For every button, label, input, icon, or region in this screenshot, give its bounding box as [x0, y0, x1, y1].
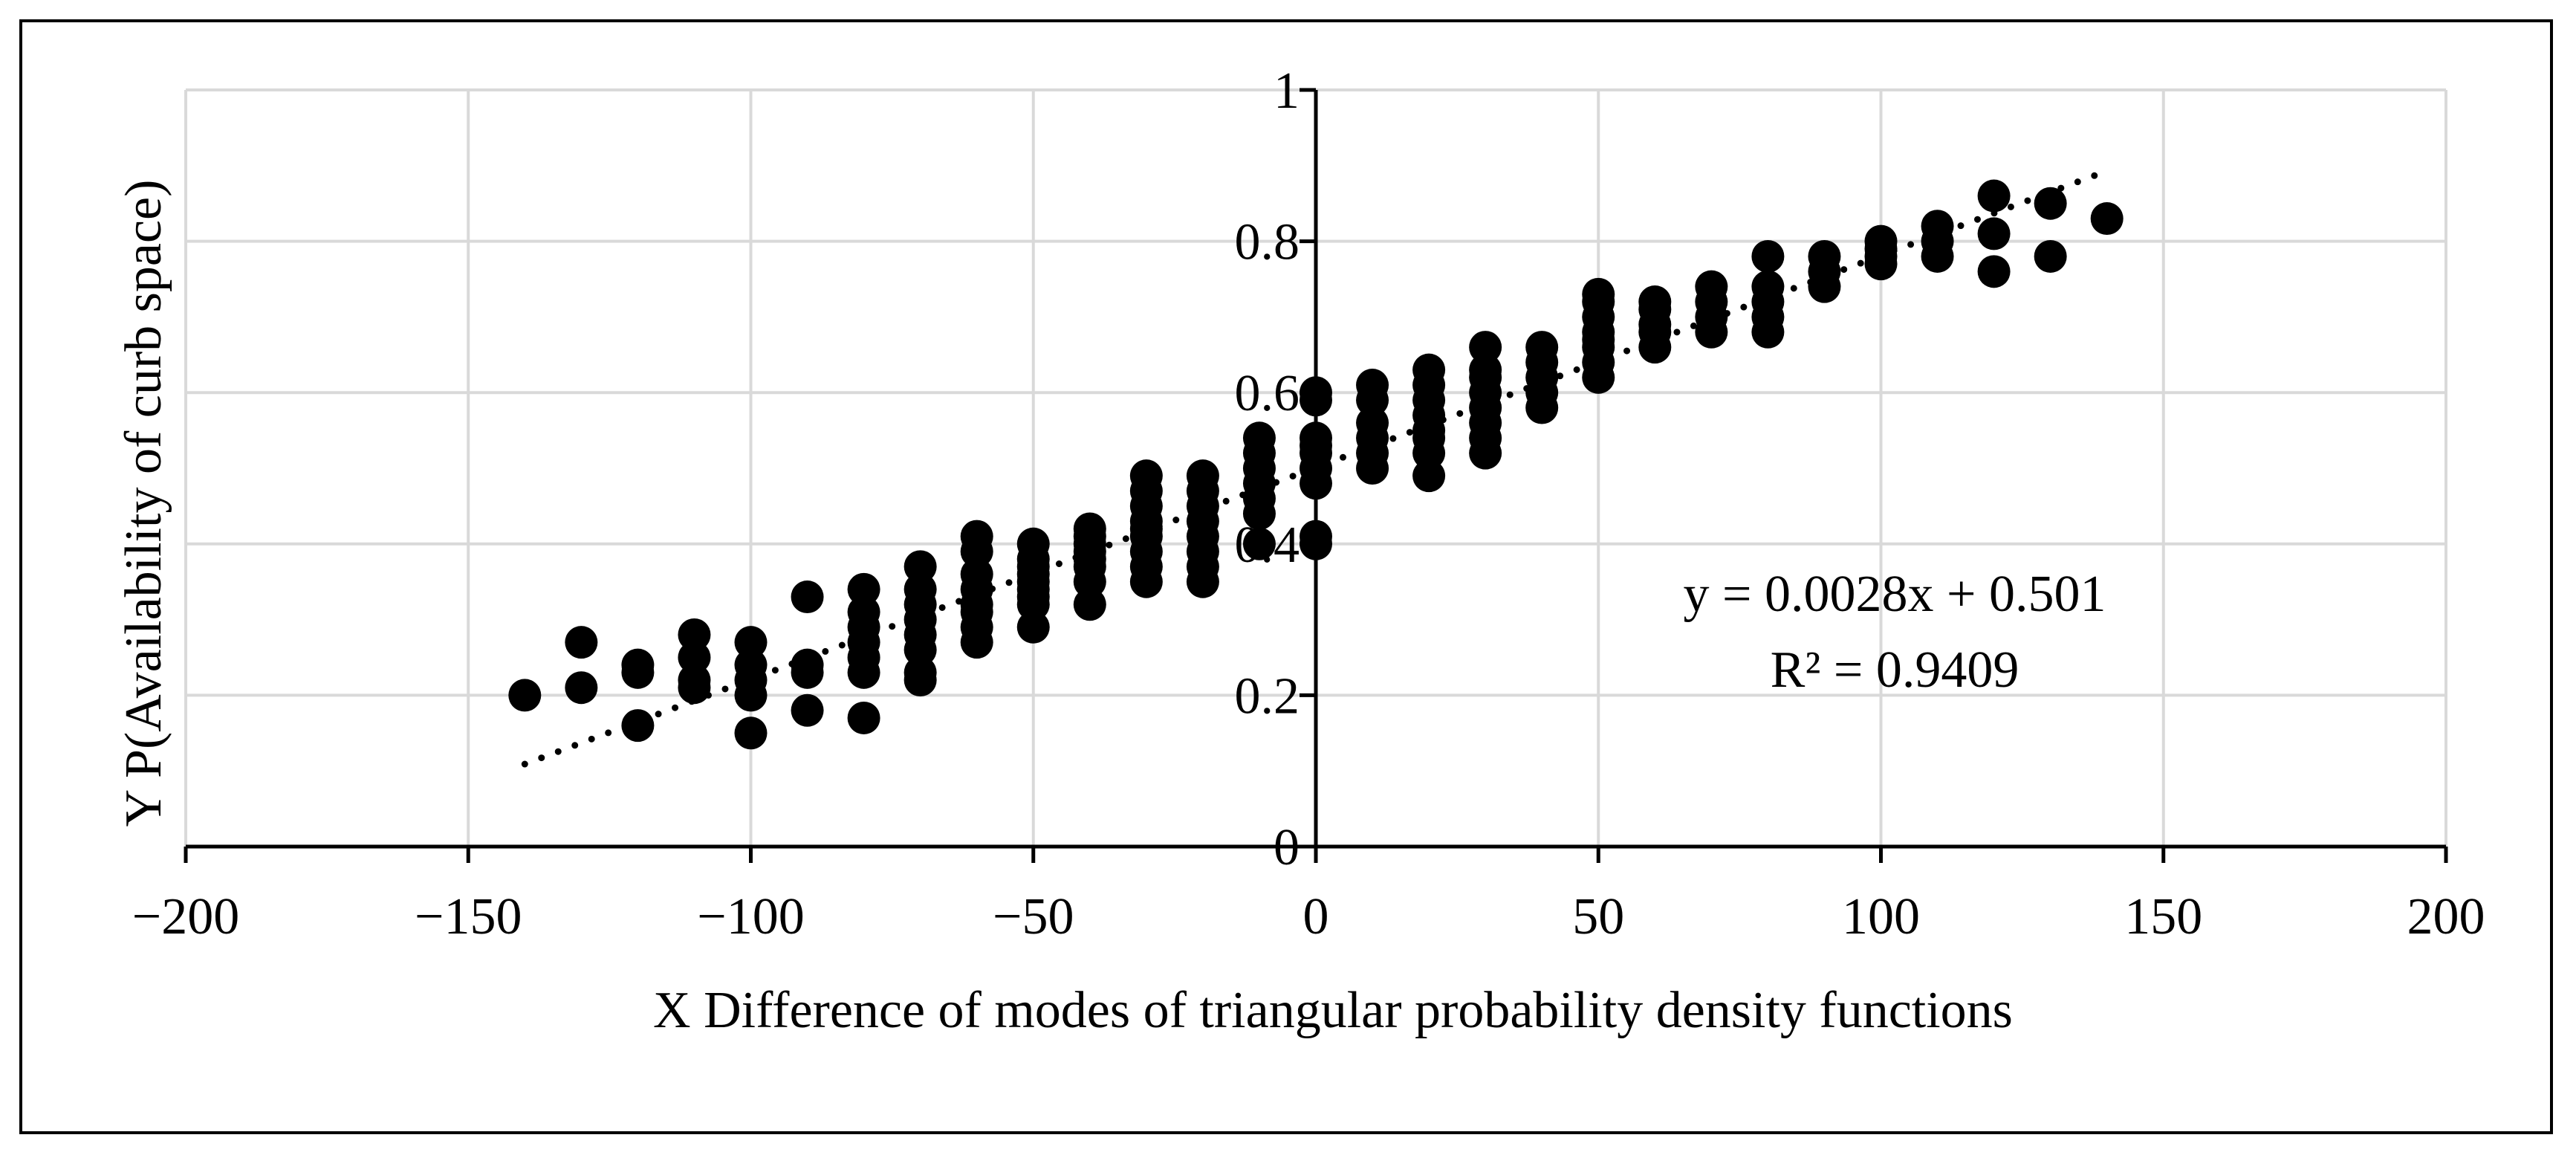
- y-tick-label: 0: [1274, 819, 1300, 876]
- data-point: [903, 656, 937, 689]
- data-point: [847, 701, 880, 734]
- x-tick-label: −200: [132, 888, 239, 945]
- data-point: [1242, 421, 1276, 455]
- data-point: [1300, 376, 1332, 410]
- data-point: [565, 671, 598, 705]
- trendline-r-squared: R² = 0.9409: [1771, 641, 2019, 699]
- data-point: [1977, 255, 2011, 288]
- data-point: [791, 693, 824, 727]
- data-point: [734, 648, 768, 682]
- x-tick-label: 50: [1572, 888, 1624, 945]
- tick-labels: −200 −150 −100 −50 0 50 100 150 200 0 0.2 0.4 0.6 0.8…: [132, 62, 2485, 945]
- data-point: [508, 679, 542, 712]
- data-point: [1469, 331, 1502, 364]
- data-points: [508, 179, 2124, 750]
- data-point: [1751, 270, 1785, 303]
- data-point: [621, 709, 655, 743]
- data-point: [1129, 459, 1163, 493]
- data-point: [1638, 285, 1672, 319]
- data-point: [1977, 179, 2011, 213]
- x-tick-label: 100: [1842, 888, 1920, 945]
- data-point: [1412, 459, 1446, 493]
- data-point: [847, 595, 880, 629]
- data-point: [678, 664, 711, 697]
- data-point: [1073, 512, 1106, 546]
- y-axis-title: Y P(Availability of curb space): [115, 180, 172, 827]
- data-point: [1412, 353, 1446, 386]
- data-point: [903, 550, 937, 583]
- x-tick-label: 200: [2407, 888, 2485, 945]
- data-point: [621, 648, 655, 682]
- data-point: [1073, 588, 1106, 621]
- data-point: [2034, 187, 2067, 220]
- data-point: [1977, 217, 2011, 250]
- data-point: [1186, 459, 1219, 493]
- x-tick-label: −150: [415, 888, 522, 945]
- data-point: [2034, 239, 2067, 273]
- data-point: [678, 618, 711, 651]
- trendline: [521, 167, 2111, 768]
- x-tick-label: −100: [697, 888, 804, 945]
- data-point: [2090, 202, 2124, 236]
- data-point: [1525, 331, 1559, 364]
- data-point: [1300, 520, 1332, 553]
- data-point: [1751, 239, 1785, 273]
- data-point: [1016, 527, 1050, 560]
- data-point: [791, 648, 824, 682]
- data-point: [791, 580, 824, 614]
- y-tick-label: 0.4: [1235, 517, 1300, 574]
- data-point: [960, 557, 993, 591]
- data-point: [734, 626, 768, 659]
- y-tick-label: 1: [1274, 62, 1300, 120]
- data-point: [1695, 270, 1728, 303]
- x-tick-label: 0: [1303, 888, 1329, 945]
- data-point: [1356, 406, 1389, 439]
- trendline-layer: [521, 167, 2111, 768]
- data-point: [1921, 210, 1954, 243]
- trendline-equation: y = 0.0028x + 0.501: [1684, 566, 2106, 623]
- data-point: [1469, 353, 1502, 386]
- data-point: [1300, 421, 1332, 455]
- y-tick-label: 0.6: [1235, 365, 1300, 422]
- data-point: [678, 641, 711, 674]
- data-point: [1016, 610, 1050, 644]
- scatter-chart: −200 −150 −100 −50 0 50 100 150 200 0 0.2 0.4 0.6 0.8…: [115, 62, 2485, 1039]
- x-axis-title: X Difference of modes of triangular prob…: [653, 982, 2013, 1039]
- data-point: [1242, 527, 1276, 560]
- x-tick-label: −50: [993, 888, 1074, 945]
- data-point: [960, 520, 993, 553]
- data-point: [565, 626, 598, 659]
- chart-frame: −200 −150 −100 −50 0 50 100 150 200 0 0.2 0.4 0.6 0.8…: [19, 19, 2553, 1134]
- data-point: [1582, 277, 1615, 311]
- x-tick-label: 150: [2124, 888, 2202, 945]
- data-point: [1864, 224, 1898, 258]
- data-point: [1808, 239, 1841, 273]
- data-point: [734, 717, 768, 750]
- data-point: [903, 572, 937, 606]
- data-point: [847, 572, 880, 606]
- y-tick-label: 0.8: [1235, 214, 1300, 271]
- data-point: [1356, 369, 1389, 402]
- y-tick-label: 0.2: [1235, 667, 1300, 725]
